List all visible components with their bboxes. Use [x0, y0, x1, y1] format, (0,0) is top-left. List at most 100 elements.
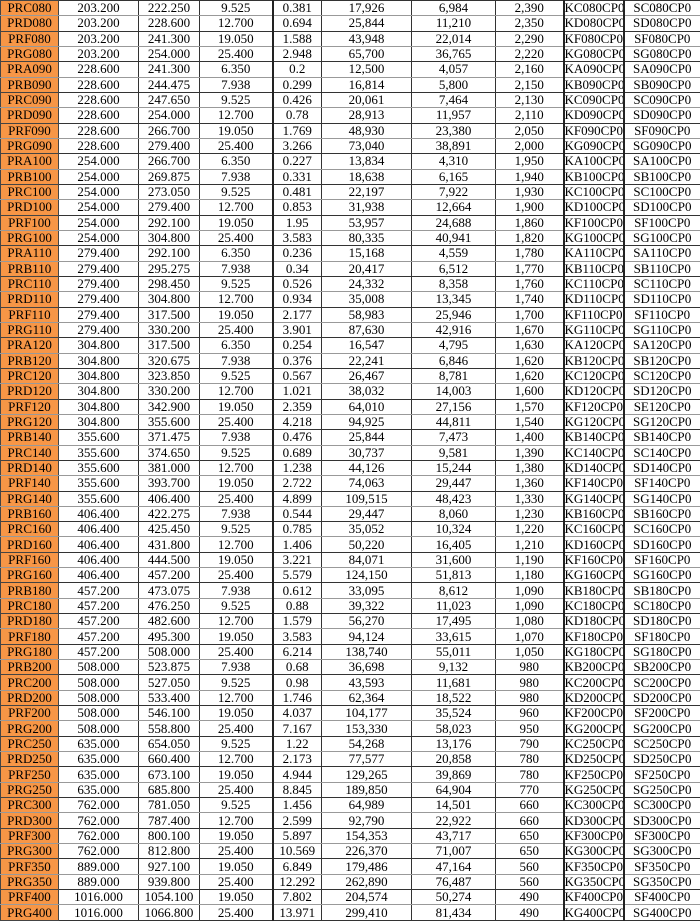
k-part-number-cell: KG400CP0 — [564, 905, 624, 920]
weight-cell: 0.331 — [273, 169, 322, 184]
dynamic-load-cell: 154,353 — [322, 828, 412, 843]
bore-cell: 304.800 — [59, 338, 139, 353]
weight-cell: 1.22 — [273, 736, 322, 751]
outer-diameter-cell: 247.650 — [139, 92, 200, 107]
outer-diameter-cell: 279.400 — [139, 138, 200, 153]
width-cell: 25.400 — [200, 721, 273, 736]
k-part-number-cell: KD160CP0 — [564, 537, 624, 552]
bore-cell: 279.400 — [59, 292, 139, 307]
outer-diameter-cell: 292.100 — [139, 215, 200, 230]
bore-cell: 457.200 — [59, 598, 139, 613]
k-part-number-cell: KF140CP0 — [564, 476, 624, 491]
width-cell: 25.400 — [200, 491, 273, 506]
weight-cell: 2.173 — [273, 752, 322, 767]
max-speed-cell: 650 — [496, 828, 564, 843]
outer-diameter-cell: 927.100 — [139, 859, 200, 874]
s-part-number-cell: SB120CP0 — [624, 353, 700, 368]
static-load-cell: 39,869 — [412, 767, 496, 782]
weight-cell: 7.802 — [273, 890, 322, 905]
model-code-cell: PRG160 — [1, 568, 59, 583]
width-cell: 7.938 — [200, 77, 273, 92]
outer-diameter-cell: 266.700 — [139, 123, 200, 138]
dynamic-load-cell: 262,890 — [322, 874, 412, 889]
model-code-cell: PRB200 — [1, 660, 59, 675]
max-speed-cell: 1,390 — [496, 445, 564, 460]
weight-cell: 5.897 — [273, 828, 322, 843]
dynamic-load-cell: 56,270 — [322, 614, 412, 629]
outer-diameter-cell: 781.050 — [139, 798, 200, 813]
s-part-number-cell: SD110CP0 — [624, 292, 700, 307]
static-load-cell: 13,176 — [412, 736, 496, 751]
weight-cell: 3.583 — [273, 629, 322, 644]
weight-cell: 0.853 — [273, 200, 322, 215]
width-cell: 19.050 — [200, 890, 273, 905]
weight-cell: 3.901 — [273, 322, 322, 337]
bore-cell: 203.200 — [59, 1, 139, 16]
outer-diameter-cell: 673.100 — [139, 767, 200, 782]
model-code-cell: PRG250 — [1, 782, 59, 797]
static-load-cell: 20,858 — [412, 752, 496, 767]
max-speed-cell: 490 — [496, 890, 564, 905]
weight-cell: 0.98 — [273, 675, 322, 690]
bore-cell: 228.600 — [59, 108, 139, 123]
bore-cell: 508.000 — [59, 675, 139, 690]
width-cell: 19.050 — [200, 307, 273, 322]
static-load-cell: 42,916 — [412, 322, 496, 337]
outer-diameter-cell: 393.700 — [139, 476, 200, 491]
weight-cell: 0.785 — [273, 522, 322, 537]
width-cell: 7.938 — [200, 353, 273, 368]
weight-cell: 0.299 — [273, 77, 322, 92]
max-speed-cell: 1,930 — [496, 184, 564, 199]
s-part-number-cell: SB160CP0 — [624, 506, 700, 521]
bore-cell: 355.600 — [59, 430, 139, 445]
static-load-cell: 40,941 — [412, 230, 496, 245]
model-code-cell: PRC180 — [1, 598, 59, 613]
weight-cell: 4.899 — [273, 491, 322, 506]
static-load-cell: 64,904 — [412, 782, 496, 797]
model-code-cell: PRG140 — [1, 491, 59, 506]
bore-cell: 228.600 — [59, 123, 139, 138]
weight-cell: 2.177 — [273, 307, 322, 322]
bore-cell: 254.000 — [59, 215, 139, 230]
weight-cell: 0.78 — [273, 108, 322, 123]
k-part-number-cell: KF090CP0 — [564, 123, 624, 138]
dynamic-load-cell: 20,061 — [322, 92, 412, 107]
s-part-number-cell: SB110CP0 — [624, 261, 700, 276]
weight-cell: 1.746 — [273, 690, 322, 705]
weight-cell: 2.948 — [273, 46, 322, 61]
model-code-cell: PRF080 — [1, 31, 59, 46]
outer-diameter-cell: 1066.800 — [139, 905, 200, 920]
max-speed-cell: 1,540 — [496, 414, 564, 429]
k-part-number-cell: KG110CP0 — [564, 322, 624, 337]
dynamic-load-cell: 189,850 — [322, 782, 412, 797]
dynamic-load-cell: 64,010 — [322, 399, 412, 414]
weight-cell: 6.849 — [273, 859, 322, 874]
model-code-cell: PRA090 — [1, 62, 59, 77]
static-load-cell: 4,795 — [412, 338, 496, 353]
k-part-number-cell: KG180CP0 — [564, 644, 624, 659]
model-code-cell: PRB110 — [1, 261, 59, 276]
weight-cell: 0.88 — [273, 598, 322, 613]
s-part-number-cell: SC080CP0 — [624, 1, 700, 16]
bore-cell: 762.000 — [59, 828, 139, 843]
outer-diameter-cell: 431.800 — [139, 537, 200, 552]
outer-diameter-cell: 476.250 — [139, 598, 200, 613]
max-speed-cell: 2,390 — [496, 1, 564, 16]
max-speed-cell: 980 — [496, 660, 564, 675]
dynamic-load-cell: 94,925 — [322, 414, 412, 429]
outer-diameter-cell: 298.450 — [139, 276, 200, 291]
model-code-cell: PRC160 — [1, 522, 59, 537]
static-load-cell: 7,473 — [412, 430, 496, 445]
dynamic-load-cell: 22,241 — [322, 353, 412, 368]
width-cell: 12.700 — [200, 614, 273, 629]
outer-diameter-cell: 330.200 — [139, 384, 200, 399]
